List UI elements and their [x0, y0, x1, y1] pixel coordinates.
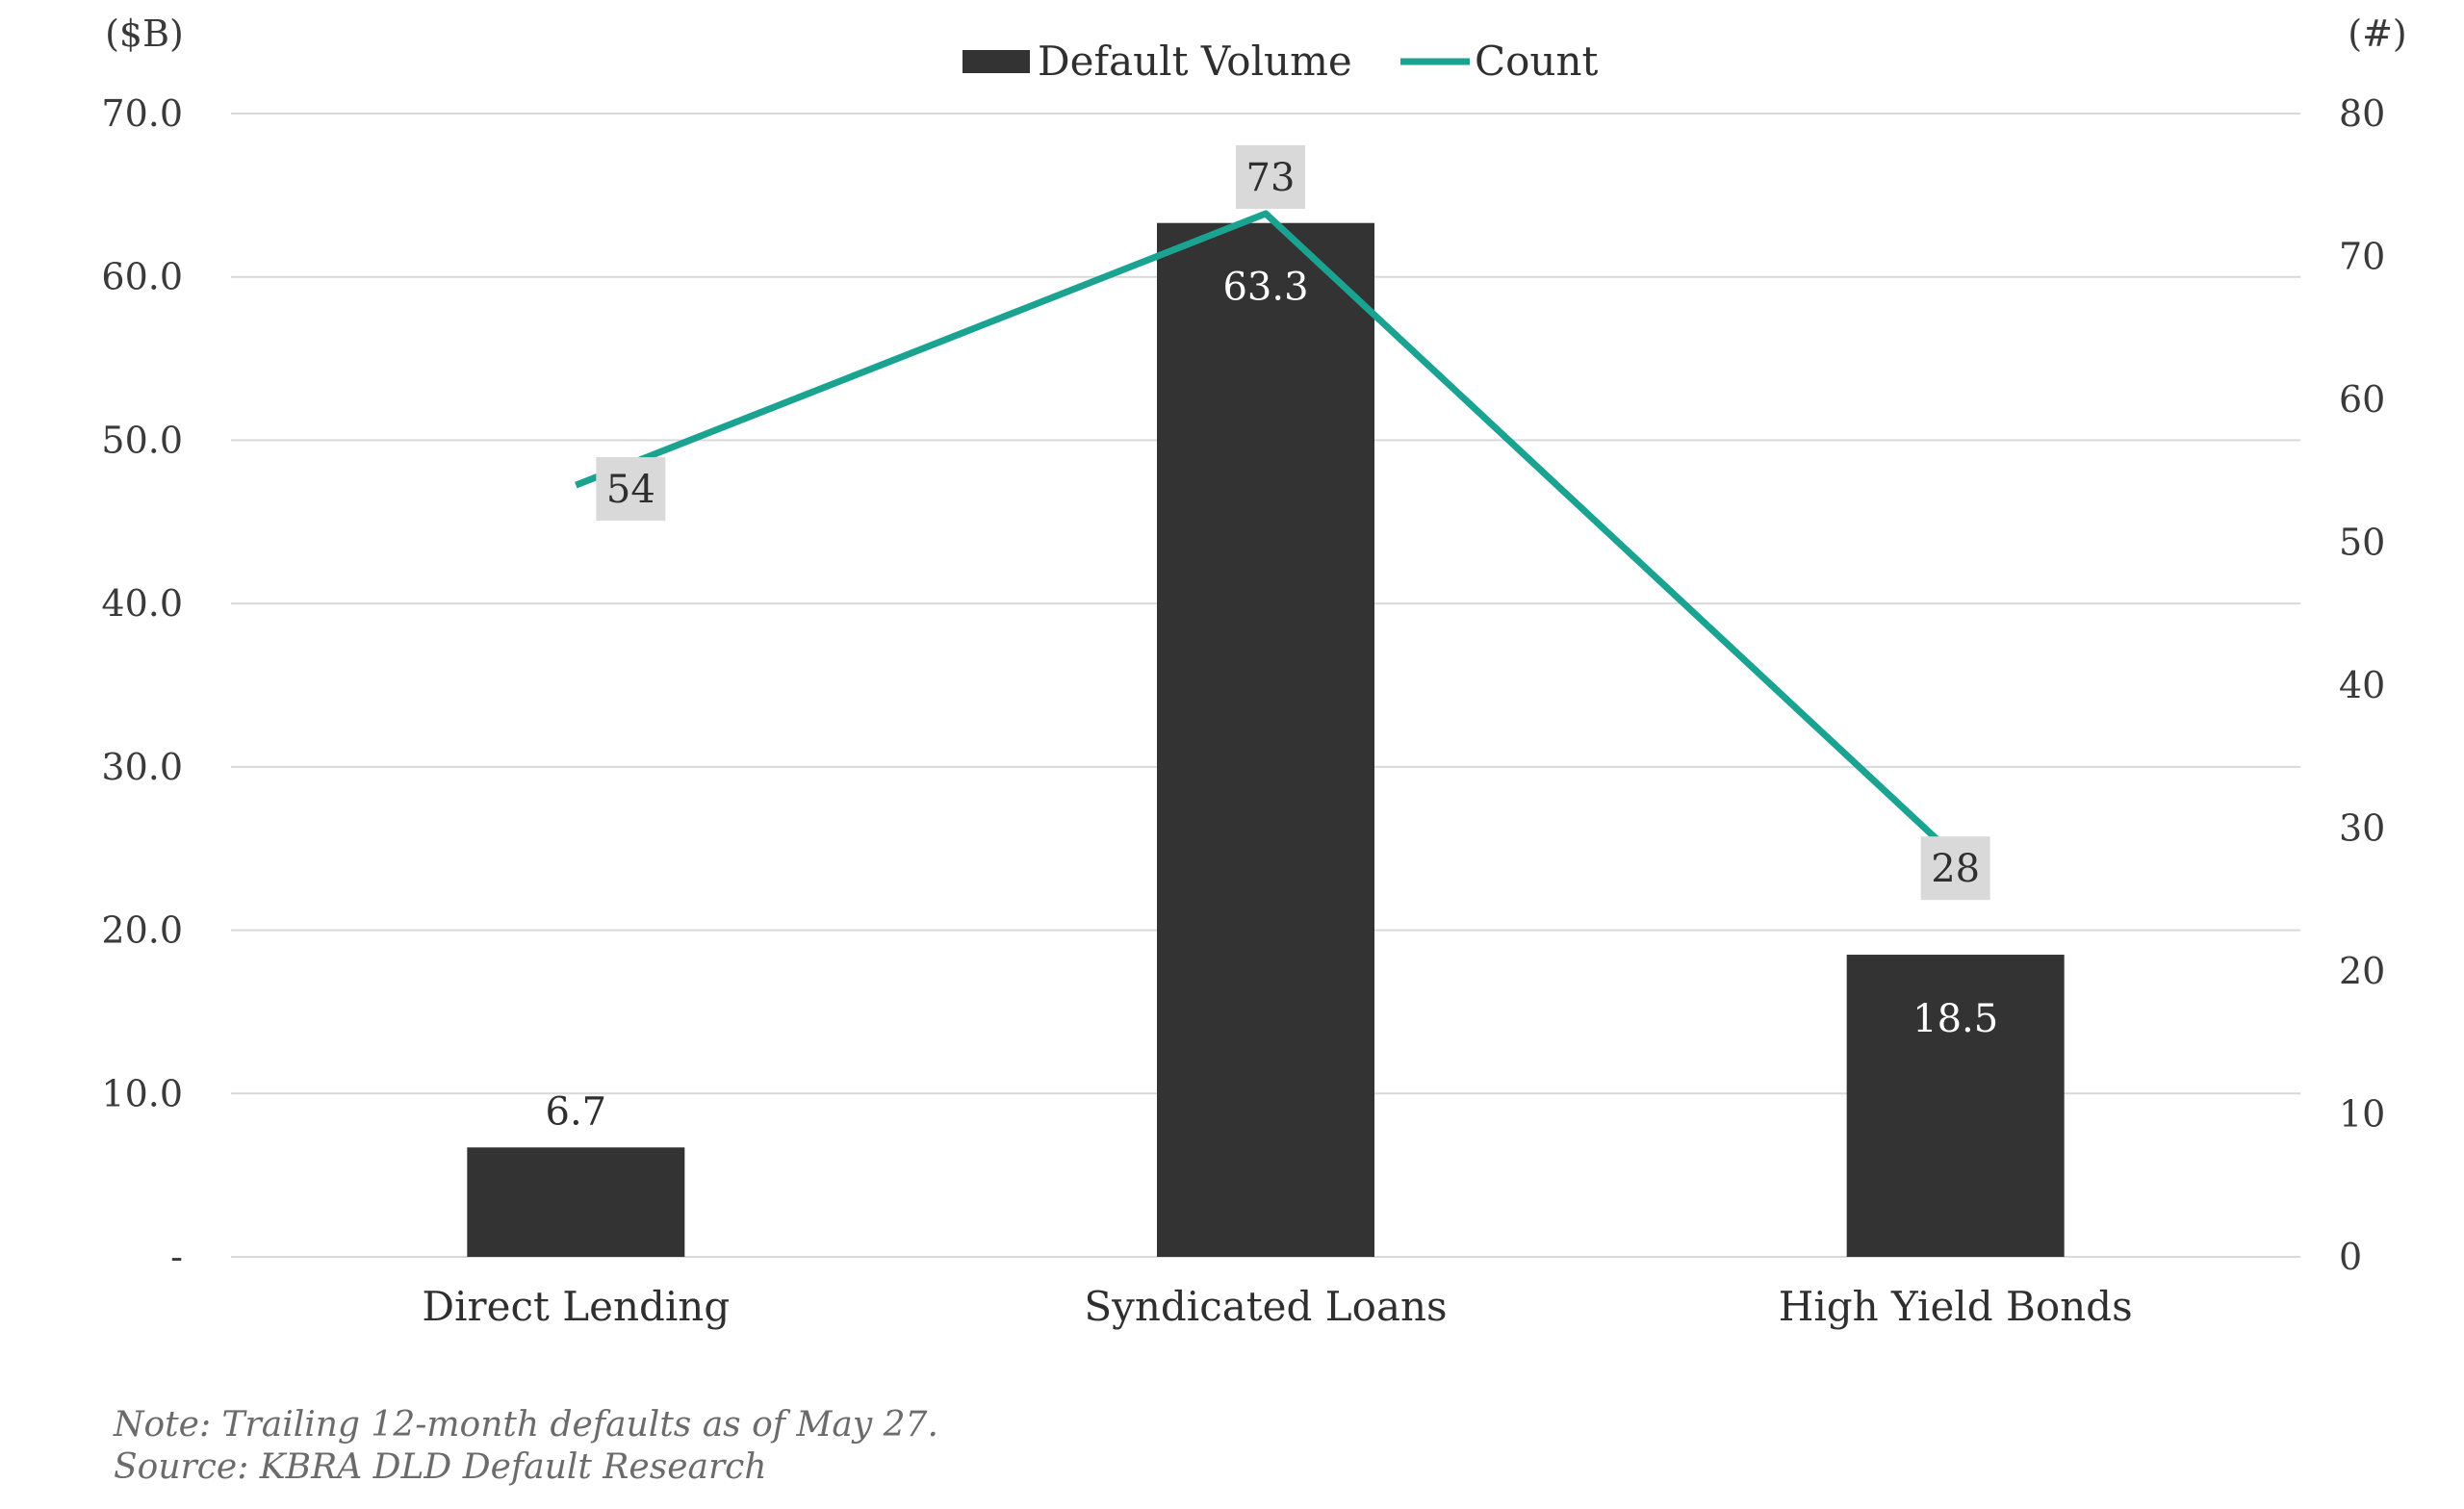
right-axis-unit: (#)	[2348, 13, 2407, 55]
count-line: 54 73 28	[575, 144, 1990, 901]
legend-label-default-volume: Default Volume	[1038, 38, 1352, 85]
count-label-box	[1236, 144, 1305, 209]
bar-high-yield-bonds	[1846, 955, 2065, 1257]
category-label: Syndicated Loans	[1084, 1283, 1447, 1330]
bar-value-label: 18.5	[1912, 997, 1998, 1041]
left-axis-unit: ($B)	[105, 13, 184, 55]
bar-syndicated-loans	[1157, 222, 1374, 1257]
left-axis: ($B) - 10.0 20.0 30.0 40.0 50.0 60.0 70.0	[101, 13, 183, 1278]
right-axis: (#) 0 10 20 30 40 50 60 70 80	[2339, 13, 2407, 1278]
count-value-label: 73	[1246, 156, 1296, 200]
count-label-box	[596, 457, 666, 522]
count-value-label: 28	[1931, 847, 1980, 891]
left-tick-label: 10.0	[101, 1072, 183, 1114]
right-tick-label: 60	[2339, 378, 2385, 421]
right-tick-label: 70	[2339, 236, 2385, 278]
right-tick-label: 10	[2339, 1093, 2385, 1136]
right-tick-label: 40	[2339, 664, 2385, 706]
right-tick-label: 80	[2339, 92, 2385, 135]
left-tick-label: -	[170, 1236, 183, 1278]
left-tick-label: 70.0	[101, 92, 183, 135]
count-series-line	[575, 210, 1959, 859]
chart-note: Note: Trailing 12-month defaults as of M…	[113, 1405, 938, 1445]
category-label: Direct Lending	[422, 1283, 730, 1330]
legend-swatch-default-volume	[962, 50, 1030, 73]
left-tick-label: 30.0	[101, 746, 183, 788]
left-tick-label: 20.0	[101, 909, 183, 952]
right-tick-label: 50	[2339, 522, 2385, 564]
right-tick-label: 0	[2339, 1236, 2362, 1278]
count-label-box	[1920, 836, 1990, 901]
legend-label-count: Count	[1475, 38, 1599, 85]
category-label: High Yield Bonds	[1779, 1283, 2133, 1330]
bar-value-label: 6.7	[546, 1089, 607, 1134]
legend: Default Volume Count	[962, 38, 1599, 85]
left-tick-label: 50.0	[101, 419, 183, 461]
right-tick-label: 20	[2339, 950, 2385, 992]
bar-direct-lending	[467, 1147, 685, 1257]
category-axis: Direct Lending Syndicated Loans High Yield…	[422, 1283, 2132, 1330]
left-tick-label: 40.0	[101, 582, 183, 625]
count-value-label: 54	[606, 468, 655, 512]
bar-value-label: 63.3	[1222, 266, 1308, 310]
bars: 6.7 63.3 18.5	[467, 222, 2065, 1257]
left-tick-label: 60.0	[101, 256, 183, 298]
chart-source: Source: KBRA DLD Default Research	[114, 1447, 767, 1487]
right-tick-label: 30	[2339, 807, 2385, 850]
